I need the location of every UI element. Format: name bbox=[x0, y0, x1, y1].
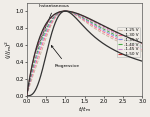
-1.30 V bbox=[38, 55, 39, 56]
Text: Progressive: Progressive bbox=[51, 46, 80, 68]
-1.30 V bbox=[26, 95, 28, 96]
-1.45 V bbox=[77, 14, 79, 15]
-1.30 V bbox=[116, 38, 118, 40]
-1.50 V bbox=[118, 33, 120, 35]
-1.50 V bbox=[141, 43, 143, 44]
-1.45 V bbox=[116, 34, 118, 35]
-1.35 V bbox=[26, 95, 28, 96]
-1.50 V bbox=[105, 27, 107, 28]
-1.25 V bbox=[77, 16, 79, 17]
-1.25 V bbox=[73, 13, 75, 15]
-1.50 V bbox=[77, 13, 79, 15]
X-axis label: $t/t_{\rm m}$: $t/t_{\rm m}$ bbox=[78, 105, 91, 113]
Text: Instantaneous: Instantaneous bbox=[36, 4, 70, 49]
-1.25 V bbox=[118, 41, 120, 43]
-1.30 V bbox=[73, 13, 75, 14]
-1.40 V bbox=[73, 12, 75, 14]
-1.50 V bbox=[116, 32, 118, 33]
-1.35 V bbox=[105, 31, 107, 33]
Line: -1.25 V: -1.25 V bbox=[27, 11, 142, 96]
-1.40 V bbox=[77, 14, 79, 16]
-1.30 V bbox=[105, 33, 107, 34]
-1.35 V bbox=[73, 13, 75, 14]
-1.50 V bbox=[64, 10, 66, 12]
-1.35 V bbox=[141, 47, 143, 49]
-1.50 V bbox=[26, 95, 28, 96]
Line: -1.45 V: -1.45 V bbox=[27, 11, 142, 96]
-1.35 V bbox=[64, 10, 66, 12]
-1.50 V bbox=[38, 41, 39, 42]
-1.25 V bbox=[105, 35, 107, 36]
Legend: -1.25 V, -1.30 V, -1.35 V, -1.40 V, -1.45 V, -1.50 V: -1.25 V, -1.30 V, -1.35 V, -1.40 V, -1.4… bbox=[117, 27, 140, 57]
-1.25 V bbox=[141, 51, 143, 52]
Line: -1.40 V: -1.40 V bbox=[27, 11, 142, 96]
-1.40 V bbox=[38, 48, 39, 49]
-1.30 V bbox=[141, 49, 143, 50]
-1.35 V bbox=[77, 15, 79, 16]
-1.30 V bbox=[64, 10, 66, 12]
-1.45 V bbox=[118, 35, 120, 36]
-1.35 V bbox=[116, 37, 118, 38]
-1.30 V bbox=[118, 39, 120, 41]
-1.40 V bbox=[105, 30, 107, 31]
Line: -1.30 V: -1.30 V bbox=[27, 11, 142, 96]
-1.25 V bbox=[116, 40, 118, 42]
-1.40 V bbox=[26, 95, 28, 96]
-1.40 V bbox=[64, 10, 66, 12]
-1.45 V bbox=[73, 12, 75, 13]
-1.35 V bbox=[118, 38, 120, 39]
-1.40 V bbox=[141, 46, 143, 47]
-1.25 V bbox=[26, 95, 28, 97]
-1.25 V bbox=[38, 59, 39, 60]
-1.45 V bbox=[64, 10, 66, 12]
-1.45 V bbox=[26, 95, 28, 96]
-1.50 V bbox=[73, 12, 75, 13]
-1.25 V bbox=[64, 10, 66, 12]
-1.45 V bbox=[141, 44, 143, 46]
-1.45 V bbox=[105, 28, 107, 30]
-1.40 V bbox=[116, 35, 118, 37]
Line: -1.35 V: -1.35 V bbox=[27, 11, 142, 96]
-1.45 V bbox=[38, 44, 39, 46]
Line: -1.50 V: -1.50 V bbox=[27, 11, 142, 96]
Y-axis label: $(j/j_{\rm m})^2$: $(j/j_{\rm m})^2$ bbox=[3, 40, 14, 59]
-1.30 V bbox=[77, 15, 79, 17]
-1.35 V bbox=[38, 51, 39, 52]
-1.40 V bbox=[118, 36, 120, 38]
